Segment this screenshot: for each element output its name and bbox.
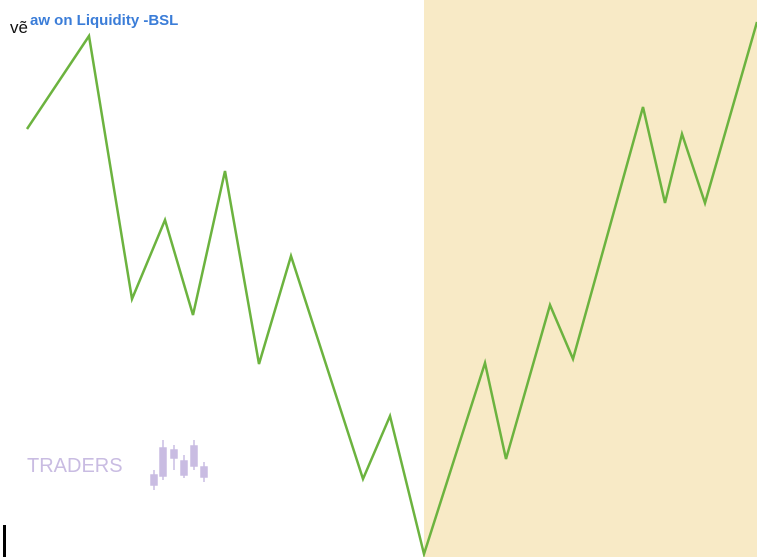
prefix-text: vẽ bbox=[10, 18, 28, 37]
price-path bbox=[25, 21, 757, 557]
title: aw on Liquidity -BSL bbox=[30, 12, 178, 29]
watermark-text: TRADERS bbox=[27, 455, 123, 477]
watermark-icon bbox=[150, 440, 208, 490]
cursor-bar bbox=[3, 525, 6, 557]
highlight-zone bbox=[424, 0, 757, 557]
